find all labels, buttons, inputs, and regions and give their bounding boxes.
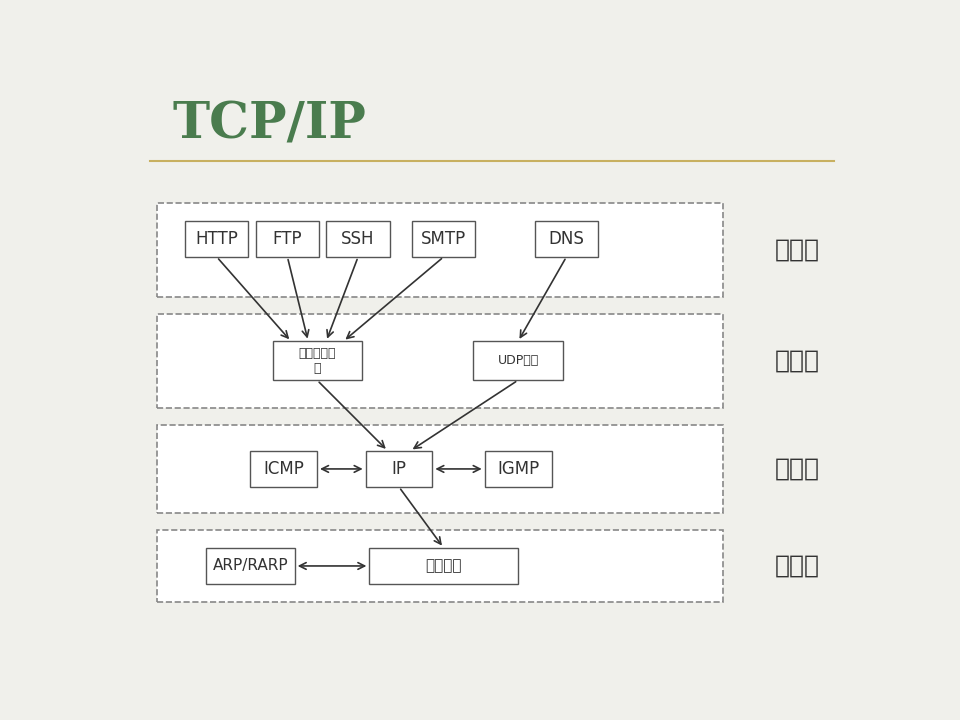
FancyBboxPatch shape [157,314,723,408]
Text: SMTP: SMTP [421,230,467,248]
FancyBboxPatch shape [370,548,518,584]
FancyBboxPatch shape [412,221,475,257]
FancyBboxPatch shape [485,451,551,487]
FancyBboxPatch shape [157,203,723,297]
FancyBboxPatch shape [157,425,723,513]
Text: 网络层: 网络层 [775,457,820,481]
Text: DNS: DNS [548,230,585,248]
Text: 硬件接口: 硬件接口 [425,559,462,573]
FancyBboxPatch shape [251,451,317,487]
FancyBboxPatch shape [157,530,723,602]
Text: ARP/RARP: ARP/RARP [212,559,288,573]
Text: 运输层: 运输层 [775,348,820,373]
Text: UDP协议: UDP协议 [497,354,539,367]
Text: FTP: FTP [273,230,302,248]
FancyBboxPatch shape [185,221,249,257]
Text: 运输控制协
议: 运输控制协 议 [299,347,336,375]
FancyBboxPatch shape [255,221,319,257]
FancyBboxPatch shape [473,341,563,380]
Text: 链接层: 链接层 [775,554,820,578]
FancyBboxPatch shape [205,548,295,584]
FancyBboxPatch shape [366,451,432,487]
Text: HTTP: HTTP [195,230,238,248]
Text: ICMP: ICMP [263,460,304,478]
FancyBboxPatch shape [273,341,362,380]
Text: IP: IP [392,460,406,478]
Text: 应用层: 应用层 [775,238,820,262]
FancyBboxPatch shape [535,221,598,257]
FancyBboxPatch shape [326,221,390,257]
Text: TCP/IP: TCP/IP [172,101,366,150]
Text: IGMP: IGMP [497,460,540,478]
Text: SSH: SSH [342,230,374,248]
